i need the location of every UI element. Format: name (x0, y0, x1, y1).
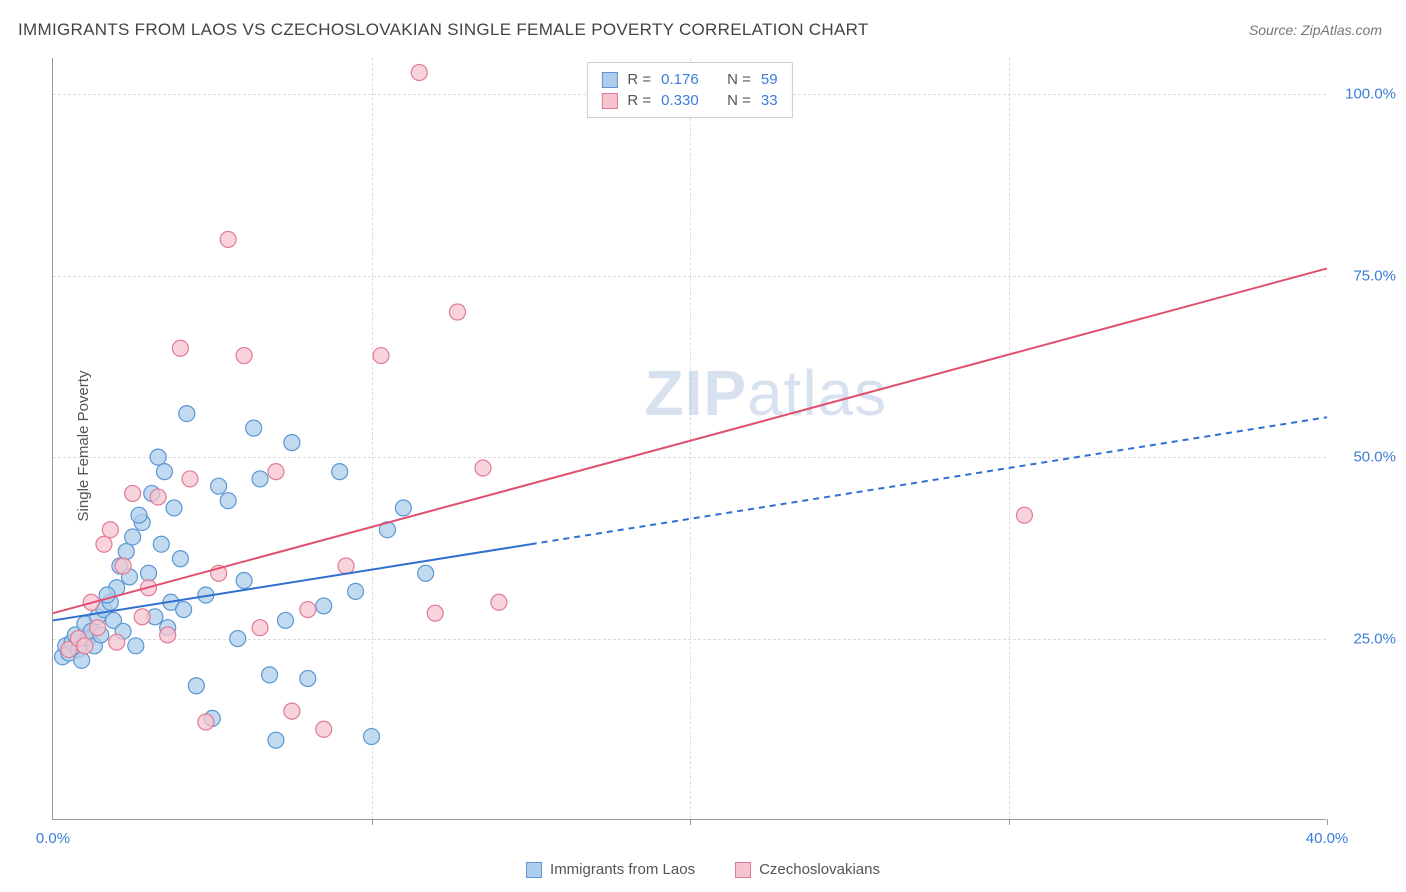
scatter-point-series1 (153, 536, 169, 552)
legend-row-series1: R = 0.176 N = 59 (601, 69, 777, 90)
scatter-point-series2 (491, 594, 507, 610)
legend-r-label-2: R = (627, 92, 651, 109)
legend-n-value-1: 59 (761, 71, 778, 88)
scatter-point-series2 (115, 558, 131, 574)
y-tick-label: 50.0% (1336, 449, 1396, 466)
scatter-point-series2 (198, 714, 214, 730)
y-tick-label: 100.0% (1336, 86, 1396, 103)
scatter-point-series1 (156, 464, 172, 480)
scatter-point-series1 (220, 493, 236, 509)
legend-n-label-1: N = (727, 71, 751, 88)
scatter-point-series1 (395, 500, 411, 516)
scatter-point-series2 (268, 464, 284, 480)
scatter-point-series1 (128, 638, 144, 654)
scatter-point-series1 (131, 507, 147, 523)
scatter-point-series2 (102, 522, 118, 538)
scatter-point-series2 (236, 348, 252, 364)
scatter-point-series2 (134, 609, 150, 625)
scatter-point-series1 (268, 732, 284, 748)
chart-title: IMMIGRANTS FROM LAOS VS CZECHOSLOVAKIAN … (18, 20, 869, 40)
scatter-point-series2 (475, 460, 491, 476)
scatter-point-series1 (236, 573, 252, 589)
scatter-point-series1 (141, 565, 157, 581)
scatter-point-series1 (348, 583, 364, 599)
legend-r-value-2: 0.330 (661, 92, 709, 109)
scatter-point-series1 (166, 500, 182, 516)
swatch-series2 (601, 93, 617, 109)
scatter-point-series1 (74, 652, 90, 668)
scatter-point-series2 (338, 558, 354, 574)
legend-label-series2: Czechoslovakians (759, 861, 880, 878)
scatter-point-series2 (373, 348, 389, 364)
scatter-point-series1 (118, 543, 134, 559)
scatter-point-series1 (172, 551, 188, 567)
scatter-point-series1 (125, 529, 141, 545)
legend-series: Immigrants from Laos Czechoslovakians (526, 861, 880, 878)
legend-correlation: R = 0.176 N = 59 R = 0.330 N = 33 (586, 62, 792, 118)
scatter-point-series2 (449, 304, 465, 320)
scatter-point-series1 (176, 602, 192, 618)
plot-area: 25.0%50.0%75.0%100.0%0.0%40.0% ZIPatlas … (52, 58, 1326, 820)
scatter-point-series1 (278, 612, 294, 628)
scatter-point-series1 (316, 598, 332, 614)
scatter-point-series1 (230, 631, 246, 647)
scatter-point-series2 (182, 471, 198, 487)
scatter-point-series1 (262, 667, 278, 683)
scatter-point-series1 (246, 420, 262, 436)
scatter-point-series1 (332, 464, 348, 480)
scatter-point-series1 (188, 678, 204, 694)
source-attribution: Source: ZipAtlas.com (1249, 22, 1382, 38)
legend-n-label-2: N = (727, 92, 751, 109)
scatter-point-series1 (300, 670, 316, 686)
scatter-point-series2 (411, 65, 427, 81)
scatter-point-series2 (109, 634, 125, 650)
scatter-point-series2 (284, 703, 300, 719)
y-tick-label: 25.0% (1336, 630, 1396, 647)
legend-r-value-1: 0.176 (661, 71, 709, 88)
scatter-point-series2 (160, 627, 176, 643)
chart-svg (53, 58, 1326, 819)
legend-item-series1: Immigrants from Laos (526, 861, 695, 878)
scatter-point-series2 (300, 602, 316, 618)
scatter-point-series2 (90, 620, 106, 636)
legend-item-series2: Czechoslovakians (735, 861, 880, 878)
scatter-point-series2 (252, 620, 268, 636)
scatter-point-series1 (252, 471, 268, 487)
scatter-point-series1 (211, 478, 227, 494)
legend-label-series1: Immigrants from Laos (550, 861, 695, 878)
scatter-point-series2 (77, 638, 93, 654)
legend-row-series2: R = 0.330 N = 33 (601, 90, 777, 111)
swatch-series1 (601, 72, 617, 88)
scatter-point-series1 (364, 729, 380, 745)
legend-n-value-2: 33 (761, 92, 778, 109)
trend-line-dashed-series1 (531, 417, 1327, 544)
scatter-point-series2 (316, 721, 332, 737)
trend-line-series2 (53, 268, 1327, 613)
scatter-point-series2 (427, 605, 443, 621)
y-tick-label: 75.0% (1336, 267, 1396, 284)
scatter-point-series1 (284, 435, 300, 451)
scatter-point-series2 (125, 485, 141, 501)
scatter-point-series1 (418, 565, 434, 581)
swatch-series1-bottom (526, 862, 542, 878)
x-tick-label: 40.0% (1306, 830, 1349, 847)
scatter-point-series2 (1016, 507, 1032, 523)
x-tick-label: 0.0% (36, 830, 70, 847)
legend-r-label-1: R = (627, 71, 651, 88)
scatter-point-series1 (150, 449, 166, 465)
scatter-point-series2 (220, 231, 236, 247)
scatter-point-series2 (150, 489, 166, 505)
scatter-point-series1 (179, 406, 195, 422)
scatter-point-series2 (172, 340, 188, 356)
swatch-series2-bottom (735, 862, 751, 878)
scatter-point-series2 (96, 536, 112, 552)
